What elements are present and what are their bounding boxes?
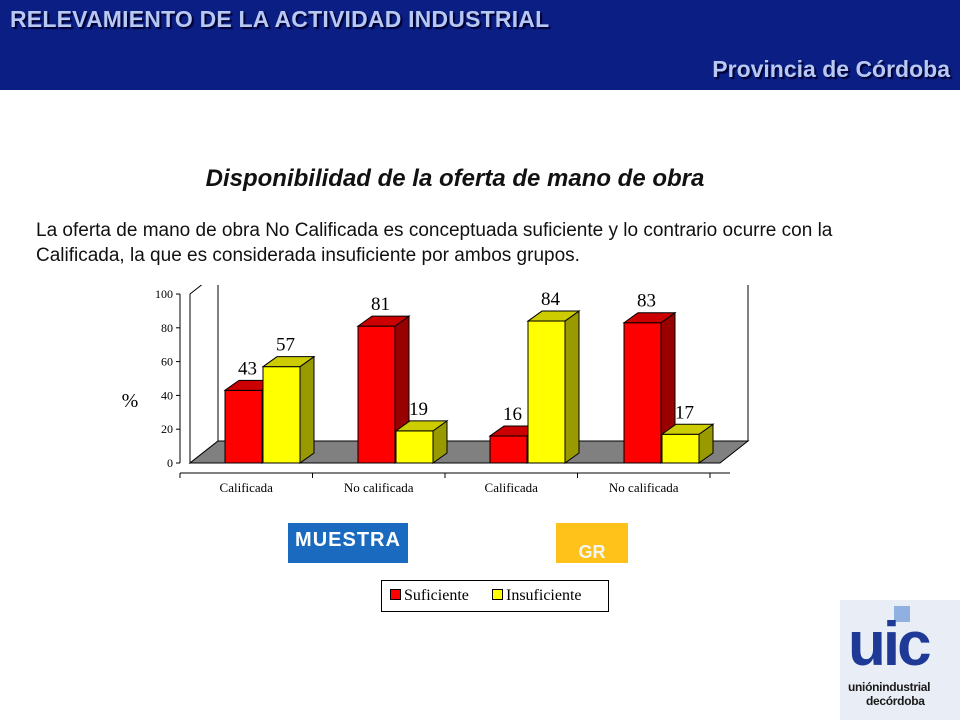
y-axis-label: % [122,390,139,412]
logo-dot [894,606,910,622]
bar-side-insuficiente-0 [299,355,315,464]
logo-line1: uniónindustrial [848,680,931,694]
y-tick-label: 80 [161,321,173,335]
data-label: 16 [503,404,522,425]
slide-description: La oferta de mano de obra No Calificada … [36,220,833,266]
y-tick-label: 0 [167,456,173,470]
bar-insuficiente-2 [527,320,566,464]
bar-top-insuficiente-3 [660,423,715,435]
y-tick-label: 100 [155,287,173,301]
data-label: 19 [409,399,428,420]
x-tick-label: No calificada [344,480,414,495]
data-label: 84 [541,289,561,310]
bar-suficiente-0 [224,389,263,464]
bar-suficiente-2 [489,435,528,464]
bar-suficiente-3 [623,322,662,464]
uic-logo: uic uniónindustrial decórdoba [840,600,960,720]
bar-top-suficiente-3 [622,312,677,324]
legend-item-suficiente: Suficiente [390,586,469,606]
bar-top-insuficiente-0 [261,356,316,368]
data-label: 43 [238,358,257,379]
legend-swatch-suficiente [390,588,401,600]
y-tick-label: 40 [161,388,173,402]
logo-line2: decórdoba [866,694,925,708]
header-title: RELEVAMIENTO DE LA ACTIVIDAD INDUSTRIAL [10,6,550,32]
muestra-group-label: MUESTRA [288,523,408,563]
bar-insuficiente-1 [395,430,434,464]
chart-legend: Suficiente Insuficiente [381,580,609,612]
gr-group-label: GR [556,523,628,563]
bar-top-suficiente-1 [356,315,411,327]
legend-label-insuficiente: Insuficiente [506,587,582,604]
x-tick-label: Calificada [220,480,274,495]
bar-chart: 0 20 40 60 80 100% 43 57 81 19 16 84 83 17 Calificada N… [122,285,750,495]
legend-item-insuficiente: Insuficiente [492,586,582,606]
bar-insuficiente-3 [661,433,700,464]
logo-mark: uic [848,610,932,679]
header-subtitle: Provincia de Córdoba [712,56,950,82]
bar-suficiente-1 [357,325,396,464]
legend-swatch-insuficiente [492,588,503,600]
slide-heading: Disponibilidad de la oferta de mano de o… [205,165,705,192]
data-label: 83 [637,291,656,312]
y-tick-label: 20 [161,422,173,436]
legend-label-suficiente: Suficiente [404,587,469,604]
chart-side-wall [189,285,219,465]
bar-top-insuficiente-1 [394,420,449,432]
bar-insuficiente-0 [262,366,301,464]
bar-top-insuficiente-2 [526,310,581,322]
data-label: 81 [371,294,390,315]
y-tick-label: 60 [161,355,173,369]
x-tick-label: No calificada [609,480,679,495]
header-banner: RELEVAMIENTO DE LA ACTIVIDAD INDUSTRIAL … [0,0,960,90]
bar-side-insuficiente-2 [564,310,580,464]
x-tick-label: Calificada [485,480,539,495]
data-label: 17 [675,402,694,423]
data-label: 57 [276,335,295,356]
